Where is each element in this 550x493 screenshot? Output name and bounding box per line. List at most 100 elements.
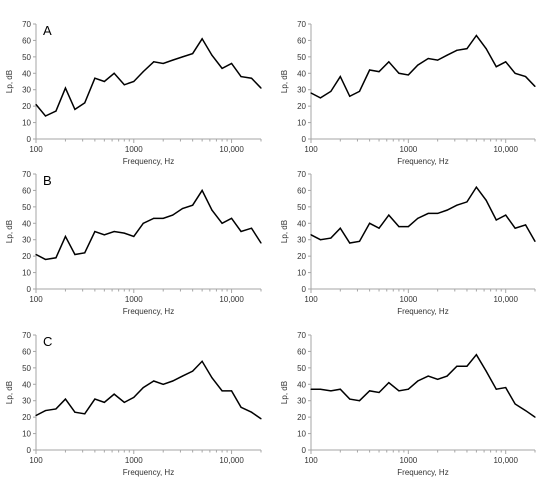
y-tick-label: 60 bbox=[22, 36, 31, 45]
data-point bbox=[446, 54, 448, 56]
x-tick-label: 100 bbox=[304, 295, 318, 304]
y-tick-label: 40 bbox=[22, 219, 31, 228]
y-tick-label: 10 bbox=[22, 430, 31, 439]
data-point bbox=[55, 257, 57, 259]
data-point bbox=[260, 418, 262, 420]
data-point bbox=[44, 258, 47, 261]
data-point bbox=[113, 72, 115, 74]
data-point bbox=[369, 222, 371, 224]
data-point bbox=[153, 380, 155, 382]
y-tick-label: 20 bbox=[297, 252, 306, 261]
data-point bbox=[55, 408, 57, 410]
x-axis-label: Frequency, Hz bbox=[397, 157, 448, 166]
x-axis-label: Frequency, Hz bbox=[123, 307, 174, 316]
data-point bbox=[485, 48, 487, 50]
y-tick-label: 40 bbox=[297, 69, 306, 78]
x-tick-label: 1000 bbox=[399, 145, 417, 154]
chart-panel-4: 0 10 20 30 40 50 60 70 100 1000 10,000 Frequency, H… bbox=[280, 170, 536, 316]
y-tick-label: 20 bbox=[22, 102, 31, 111]
data-point bbox=[475, 34, 477, 37]
data-point bbox=[250, 227, 253, 229]
data-point bbox=[505, 61, 507, 63]
data-point bbox=[466, 365, 468, 367]
y-tick-label: 70 bbox=[22, 20, 31, 29]
series-line-1 bbox=[35, 37, 262, 117]
y-tick-label: 20 bbox=[22, 252, 31, 261]
x-tick-label: 100 bbox=[29, 295, 43, 304]
data-point bbox=[201, 38, 203, 40]
data-point bbox=[74, 108, 76, 111]
x-tick-label: 1000 bbox=[399, 295, 417, 304]
data-point bbox=[456, 365, 458, 367]
data-point bbox=[230, 390, 233, 392]
data-point bbox=[240, 230, 242, 233]
data-point bbox=[162, 62, 164, 65]
y-tick-label: 60 bbox=[297, 347, 306, 356]
y-axis-label: Lp, dB bbox=[280, 220, 289, 243]
data-point bbox=[388, 214, 390, 216]
data-point bbox=[230, 62, 233, 65]
data-point bbox=[94, 230, 96, 233]
y-tick-label: 40 bbox=[297, 380, 306, 389]
data-point bbox=[456, 204, 458, 206]
data-point bbox=[514, 72, 516, 74]
data-point bbox=[172, 380, 174, 382]
data-point bbox=[192, 52, 194, 55]
series-line-1 bbox=[311, 353, 536, 418]
data-point bbox=[417, 217, 419, 219]
data-point bbox=[495, 388, 497, 390]
y-tick-label: 20 bbox=[22, 413, 31, 422]
x-tick-label: 1000 bbox=[399, 456, 417, 465]
data-point bbox=[172, 214, 174, 216]
data-point bbox=[250, 411, 253, 413]
series-line-1 bbox=[310, 34, 536, 99]
data-point bbox=[211, 54, 213, 56]
y-tick-label: 30 bbox=[297, 86, 306, 95]
series-line-1 bbox=[35, 188, 262, 261]
data-point bbox=[388, 382, 390, 384]
y-tick-label: 20 bbox=[297, 413, 306, 422]
data-point bbox=[495, 219, 497, 221]
data-point bbox=[192, 204, 194, 206]
data-point bbox=[466, 48, 468, 50]
chart-panel-2: 0 10 20 30 40 50 60 70 100 1000 10,000 Frequency, H… bbox=[280, 20, 536, 166]
data-point bbox=[524, 75, 527, 78]
data-point bbox=[358, 90, 361, 92]
data-point bbox=[388, 61, 390, 63]
data-point bbox=[330, 237, 332, 239]
chart-panel-6: 0 10 20 30 40 50 60 70 100 1000 10,000 Frequency, H… bbox=[280, 331, 536, 477]
data-point bbox=[133, 396, 135, 399]
data-point bbox=[485, 370, 487, 372]
data-point bbox=[398, 225, 400, 228]
y-tick-label: 70 bbox=[297, 170, 306, 179]
data-point bbox=[339, 75, 341, 78]
y-tick-label: 30 bbox=[297, 236, 306, 245]
y-axis-label: Lp, dB bbox=[280, 381, 289, 404]
data-point bbox=[240, 75, 242, 78]
data-point bbox=[35, 253, 37, 256]
data-point bbox=[35, 414, 37, 417]
y-tick-label: 50 bbox=[297, 53, 306, 62]
data-point bbox=[113, 393, 115, 395]
data-point bbox=[417, 64, 419, 66]
data-point bbox=[192, 370, 194, 372]
data-point bbox=[162, 217, 164, 219]
data-point bbox=[142, 71, 144, 73]
data-point bbox=[162, 383, 164, 385]
y-tick-label: 60 bbox=[22, 347, 31, 356]
data-point bbox=[84, 413, 86, 415]
x-tick-label: 10,000 bbox=[493, 295, 518, 304]
y-tick-label: 50 bbox=[22, 203, 31, 212]
data-point bbox=[339, 388, 341, 390]
y-tick-label: 10 bbox=[297, 269, 306, 278]
data-point bbox=[437, 59, 439, 61]
data-point bbox=[221, 390, 223, 392]
x-tick-label: 10,000 bbox=[219, 145, 244, 154]
y-tick-label: 10 bbox=[297, 430, 306, 439]
data-point bbox=[407, 388, 409, 390]
x-tick-label: 1000 bbox=[125, 145, 143, 154]
data-point bbox=[103, 401, 105, 403]
y-tick-label: 70 bbox=[297, 331, 306, 340]
data-point bbox=[133, 235, 135, 238]
